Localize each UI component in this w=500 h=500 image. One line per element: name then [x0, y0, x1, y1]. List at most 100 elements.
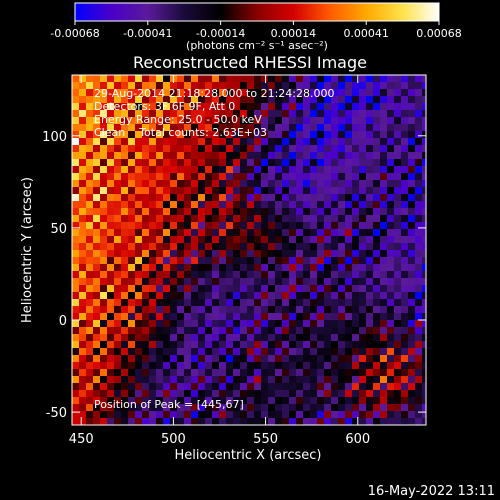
heatmap-cell	[233, 250, 240, 257]
heatmap-cell	[128, 89, 135, 96]
heatmap-cell	[205, 110, 212, 117]
heatmap-cell	[331, 411, 338, 418]
heatmap-cell	[303, 376, 310, 383]
heatmap-cell	[114, 117, 121, 124]
heatmap-cell	[268, 397, 275, 404]
heatmap-cell	[324, 222, 331, 229]
heatmap-cell	[415, 250, 422, 257]
heatmap-cell	[184, 110, 191, 117]
heatmap-cell	[289, 299, 296, 306]
heatmap-cell	[415, 110, 422, 117]
heatmap-cell	[275, 397, 282, 404]
heatmap-cell	[415, 257, 422, 264]
heatmap-cell	[114, 82, 121, 89]
heatmap-cell	[86, 117, 93, 124]
heatmap-cell	[240, 236, 247, 243]
heatmap-cell	[156, 306, 163, 313]
heatmap-cell	[205, 362, 212, 369]
heatmap-cell	[289, 96, 296, 103]
heatmap-cell	[135, 390, 142, 397]
heatmap-cell	[408, 334, 415, 341]
heatmap-cell	[380, 138, 387, 145]
heatmap-cell	[142, 355, 149, 362]
heatmap-cell	[212, 208, 219, 215]
heatmap-cell	[156, 383, 163, 390]
heatmap-cell	[107, 89, 114, 96]
heatmap-cell	[268, 418, 275, 425]
heatmap-cell	[156, 250, 163, 257]
heatmap-cell	[310, 117, 317, 124]
heatmap-cell	[296, 243, 303, 250]
heatmap-cell	[380, 229, 387, 236]
heatmap-cell	[219, 397, 226, 404]
heatmap-cell	[100, 103, 107, 110]
heatmap-cell	[254, 250, 261, 257]
heatmap-cell	[142, 194, 149, 201]
heatmap-cell	[177, 320, 184, 327]
heatmap-cell	[212, 257, 219, 264]
heatmap-cell	[422, 278, 426, 285]
heatmap-cell	[408, 250, 415, 257]
heatmap-cell	[387, 173, 394, 180]
heatmap-cell	[289, 390, 296, 397]
heatmap-cell	[317, 96, 324, 103]
heatmap-cell	[72, 201, 79, 208]
heatmap-cell	[415, 222, 422, 229]
heatmap-cell	[100, 138, 107, 145]
heatmap-cell	[170, 390, 177, 397]
heatmap-cell	[72, 117, 79, 124]
heatmap-cell	[191, 418, 198, 425]
heatmap-cell	[163, 411, 170, 418]
heatmap-cell	[156, 89, 163, 96]
heatmap-cell	[275, 243, 282, 250]
heatmap-cell	[296, 390, 303, 397]
heatmap-cell	[275, 285, 282, 292]
heatmap-cell	[289, 222, 296, 229]
heatmap-cell	[149, 236, 156, 243]
heatmap-cell	[121, 208, 128, 215]
heatmap-cell	[282, 173, 289, 180]
heatmap-cell	[93, 257, 100, 264]
heatmap-cell	[177, 138, 184, 145]
heatmap-cell	[275, 103, 282, 110]
heatmap-cell	[247, 292, 254, 299]
heatmap-cell	[247, 208, 254, 215]
heatmap-cell	[170, 348, 177, 355]
heatmap-cell	[310, 306, 317, 313]
heatmap-cell	[247, 334, 254, 341]
heatmap-cell	[212, 215, 219, 222]
heatmap-cell	[114, 327, 121, 334]
heatmap-cell	[149, 327, 156, 334]
heatmap-cell	[191, 257, 198, 264]
heatmap-cell	[324, 264, 331, 271]
heatmap-cell	[240, 404, 247, 411]
heatmap-cell	[289, 397, 296, 404]
heatmap-cell	[198, 362, 205, 369]
heatmap-cell	[317, 390, 324, 397]
heatmap-cell	[86, 390, 93, 397]
heatmap-cell	[261, 89, 268, 96]
heatmap-cell	[268, 404, 275, 411]
heatmap-cell	[366, 243, 373, 250]
heatmap-cell	[373, 180, 380, 187]
heatmap-cell	[156, 292, 163, 299]
heatmap-cell	[100, 285, 107, 292]
heatmap-cell	[394, 348, 401, 355]
heatmap-cell	[303, 411, 310, 418]
heatmap-cell	[261, 257, 268, 264]
heatmap-cell	[184, 201, 191, 208]
heatmap-cell	[310, 418, 317, 425]
heatmap-cell	[107, 271, 114, 278]
heatmap-cell	[184, 355, 191, 362]
heatmap-cell	[100, 313, 107, 320]
heatmap-cell	[121, 264, 128, 271]
heatmap-cell	[422, 271, 426, 278]
heatmap-cell	[86, 341, 93, 348]
heatmap-cell	[170, 145, 177, 152]
heatmap-cell	[296, 257, 303, 264]
heatmap-cell	[79, 89, 86, 96]
heatmap-cell	[387, 103, 394, 110]
heatmap-cell	[72, 145, 79, 152]
heatmap-cell	[366, 376, 373, 383]
heatmap-cell	[198, 376, 205, 383]
